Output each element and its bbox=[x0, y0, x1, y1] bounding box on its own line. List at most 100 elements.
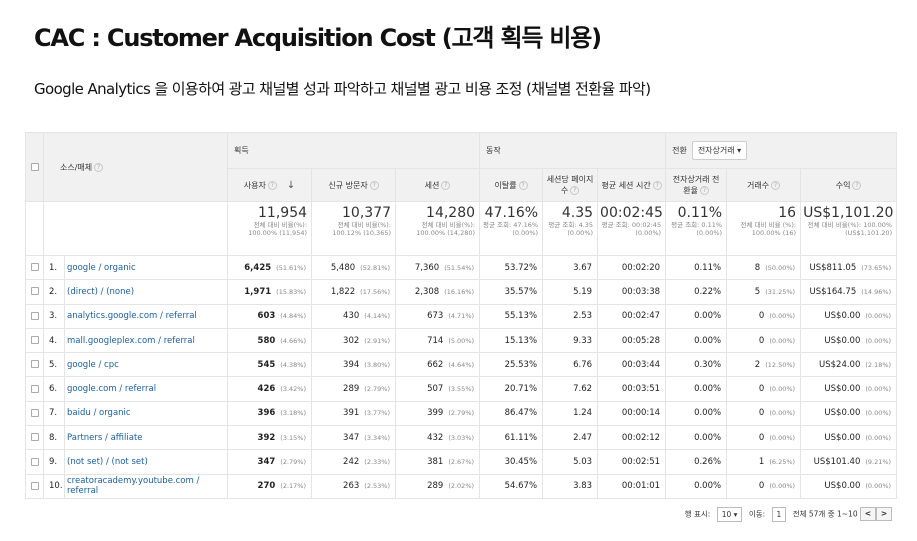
row-index: 10. bbox=[43, 473, 65, 499]
behavior-group-header: 동작 bbox=[479, 132, 667, 169]
cell-users-percent: (3.42%) bbox=[280, 385, 307, 394]
total-value: 00:02:45 bbox=[600, 205, 663, 221]
totals-blank bbox=[42, 201, 229, 256]
source-medium-link[interactable]: mall.googleplex.com / referral bbox=[63, 327, 229, 354]
cell-transactions-percent: (0.00%) bbox=[769, 336, 796, 345]
row-checkbox[interactable] bbox=[30, 384, 39, 393]
help-icon[interactable]: ? bbox=[441, 180, 451, 190]
select-all-checkbox[interactable] bbox=[30, 163, 39, 171]
cell-sessions-value: 2,308 bbox=[414, 286, 440, 297]
cell-transactions-value: 1 bbox=[758, 457, 765, 468]
source-medium-link[interactable]: google.com / referral bbox=[63, 376, 229, 402]
source-medium-link[interactable]: Partners / affiliate bbox=[63, 425, 229, 451]
col-header-transactions[interactable]: 거래수? bbox=[726, 168, 802, 202]
cell-new-visitors-percent: (2.33%) bbox=[364, 458, 391, 467]
row-checkbox-cell bbox=[25, 352, 44, 378]
cell-new-visitors: 347 (3.34%) bbox=[311, 425, 397, 451]
help-icon[interactable]: ? bbox=[518, 180, 528, 190]
goto-label: 이동: bbox=[748, 509, 766, 519]
cell-users: 426 (3.42%) bbox=[227, 376, 313, 402]
source-medium-header[interactable]: 소스/매체? bbox=[42, 132, 229, 202]
col-label: 이탈률 bbox=[494, 180, 517, 190]
help-icon[interactable]: ? bbox=[570, 186, 580, 195]
cell-transactions-value: 2 bbox=[754, 359, 761, 370]
cell-users-value: 1,971 bbox=[244, 286, 272, 297]
help-icon[interactable]: ? bbox=[369, 180, 379, 190]
prev-page-button[interactable]: < bbox=[860, 507, 876, 522]
row-checkbox[interactable] bbox=[30, 263, 39, 272]
source-medium-link[interactable]: google / organic bbox=[63, 254, 229, 281]
cell-revenue-percent: (0.00%) bbox=[865, 385, 892, 394]
row-checkbox-cell bbox=[25, 376, 44, 402]
source-medium-link[interactable]: (not set) / (not set) bbox=[63, 449, 229, 475]
cell-transactions-percent: (31.25%) bbox=[765, 287, 796, 296]
help-icon[interactable]: ? bbox=[652, 180, 662, 190]
cell-avg-duration: 00:02:20 bbox=[597, 254, 667, 281]
help-icon[interactable]: ? bbox=[771, 180, 781, 190]
row-checkbox-cell bbox=[25, 303, 44, 329]
row-checkbox[interactable] bbox=[30, 360, 39, 369]
help-icon[interactable]: ? bbox=[699, 186, 709, 195]
next-page-button[interactable]: > bbox=[876, 507, 892, 522]
conversion-dropdown-value: 전자상거래 bbox=[697, 146, 735, 155]
col-header-ecommerce-conversion[interactable]: 전자상거래 전환율? bbox=[665, 168, 728, 202]
total-value: US$1,101.20 bbox=[803, 205, 894, 221]
cell-revenue-percent: (73.65%) bbox=[861, 263, 892, 272]
table-row: 3. analytics.google.com / referral 603 (4.8… bbox=[25, 303, 898, 329]
cell-sessions-value: 507 bbox=[427, 384, 444, 395]
cell-new-visitors-value: 1,822 bbox=[330, 286, 356, 297]
help-icon[interactable]: ? bbox=[94, 162, 104, 172]
page-summary: 전체 57개 중 1~10 bbox=[792, 509, 858, 519]
goto-page-input[interactable]: 1 bbox=[771, 506, 787, 522]
pagination: 행 표시: 10 ▾ 이동: 1 전체 57개 중 1~10 < > bbox=[25, 506, 896, 522]
col-header-avg-session-duration[interactable]: 평균 세션 시간? bbox=[597, 168, 667, 202]
col-header-sessions[interactable]: 세션? bbox=[395, 168, 481, 202]
cell-pages-per-session: 1.24 bbox=[542, 400, 599, 427]
cell-revenue-value: US$164.75 bbox=[809, 286, 857, 297]
cell-bounce-rate: 61.11% bbox=[479, 425, 544, 451]
row-checkbox[interactable] bbox=[30, 408, 39, 417]
col-header-new-visitors[interactable]: 신규 방문자? bbox=[311, 168, 397, 202]
cell-revenue-percent: (0.00%) bbox=[865, 312, 892, 321]
rows-per-page-select[interactable]: 10 ▾ bbox=[716, 506, 743, 522]
source-medium-label: 소스/매체 bbox=[60, 162, 93, 172]
cell-new-visitors: 5,480 (52.81%) bbox=[311, 254, 397, 281]
sort-descending-icon[interactable]: ↓ bbox=[286, 179, 296, 191]
row-checkbox[interactable] bbox=[30, 481, 39, 490]
row-checkbox[interactable] bbox=[30, 457, 39, 466]
cell-new-visitors-percent: (52.81%) bbox=[360, 263, 391, 272]
cell-transactions: 8 (50.00%) bbox=[726, 254, 802, 281]
source-medium-link[interactable]: analytics.google.com / referral bbox=[63, 303, 229, 329]
source-medium-link[interactable]: creatoracademy.youtube.com / referral bbox=[63, 473, 229, 499]
cell-sessions-percent: (51.54%) bbox=[444, 263, 475, 272]
total-pages-per-session: 4.35 평균 조회: 4.35 (0.00%) bbox=[542, 201, 599, 256]
total-note: 평균 조회: 0.11% (0.00%) bbox=[671, 221, 723, 237]
row-checkbox[interactable] bbox=[30, 287, 39, 296]
col-header-revenue[interactable]: 수익? bbox=[800, 168, 898, 202]
help-icon[interactable]: ? bbox=[852, 180, 862, 190]
row-checkbox[interactable] bbox=[30, 311, 39, 320]
cell-users-value: 545 bbox=[257, 359, 276, 370]
col-header-bounce-rate[interactable]: 이탈률? bbox=[479, 168, 544, 202]
conversion-dropdown[interactable]: 전자상거래 ▾ bbox=[691, 141, 748, 160]
cell-bounce-rate: 53.72% bbox=[479, 254, 544, 281]
source-medium-link[interactable]: google / cpc bbox=[63, 352, 229, 378]
total-value: 4.35 bbox=[561, 205, 594, 221]
col-header-users[interactable]: 사용자? ↓ bbox=[227, 168, 313, 202]
cell-users-value: 392 bbox=[257, 432, 276, 443]
cell-new-visitors: 391 (3.77%) bbox=[311, 400, 397, 427]
cell-transactions-value: 0 bbox=[758, 481, 765, 492]
source-medium-link[interactable]: baidu / organic bbox=[63, 400, 229, 427]
cell-new-visitors-value: 430 bbox=[343, 311, 360, 322]
cell-new-visitors-percent: (3.80%) bbox=[364, 360, 391, 369]
help-icon[interactable]: ? bbox=[267, 180, 277, 190]
row-checkbox[interactable] bbox=[30, 433, 39, 442]
row-checkbox[interactable] bbox=[30, 336, 39, 345]
total-bounce-rate: 47.16% 평균 조회: 47.16% (0.00%) bbox=[479, 201, 544, 256]
cell-revenue: US$0.00 (0.00%) bbox=[800, 473, 898, 499]
cell-pages-per-session: 2.47 bbox=[542, 425, 599, 451]
conversion-label: 전환 bbox=[672, 146, 687, 155]
cell-sessions-percent: (2.79%) bbox=[448, 409, 475, 418]
col-header-pages-per-session[interactable]: 세션당 페이지수? bbox=[542, 168, 599, 202]
source-medium-link[interactable]: (direct) / (none) bbox=[63, 279, 229, 305]
